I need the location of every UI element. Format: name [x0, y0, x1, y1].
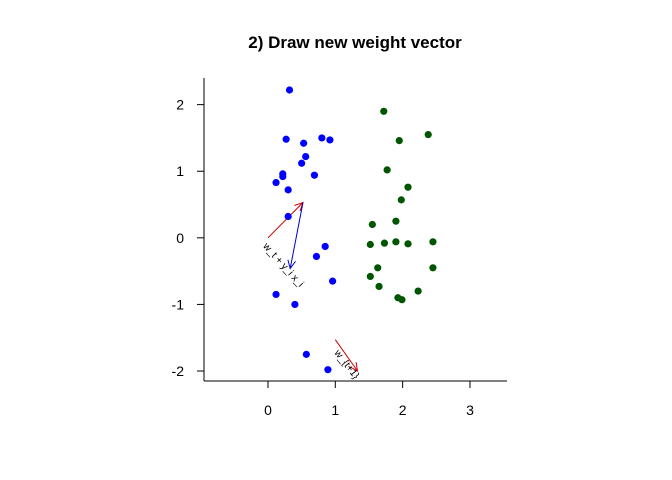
series-1-point — [397, 196, 405, 204]
series-0-point — [298, 159, 306, 167]
y-tick-label: 1 — [176, 163, 184, 179]
series-0-point — [272, 178, 280, 187]
x-tick-label: 1 — [331, 402, 339, 418]
series-1-point — [392, 238, 400, 246]
y-tick-label: -1 — [172, 296, 185, 312]
series-1-point — [395, 136, 403, 145]
series-0-point — [302, 152, 310, 161]
series-0-point — [279, 172, 287, 181]
x-tick-label: 0 — [264, 402, 272, 418]
series-0-point — [324, 366, 332, 374]
series-0-point — [284, 186, 292, 194]
series-0-point — [329, 277, 337, 285]
series-1-point — [368, 220, 376, 229]
series-0-point — [282, 135, 290, 143]
series-0-point — [321, 242, 329, 251]
series-0-point — [300, 139, 308, 147]
series-1-point — [398, 296, 406, 304]
chart-title: 2) Draw new weight vector — [248, 33, 462, 52]
series-0-point — [291, 300, 299, 309]
vector-0 — [267, 201, 304, 239]
series-1-point — [375, 282, 383, 291]
series-0-point — [326, 136, 334, 144]
series-1-point — [380, 239, 389, 247]
x-tick-label: 2 — [399, 402, 407, 418]
vector-arrowhead — [349, 362, 359, 372]
series-0-point — [284, 212, 292, 221]
y-tick-label: 0 — [176, 230, 184, 246]
y-tick-label: -2 — [172, 363, 185, 379]
series-0-point — [318, 134, 326, 142]
series-1-point — [414, 287, 422, 295]
series-1-point — [404, 183, 412, 191]
series-1-point — [383, 166, 391, 174]
vector-2 — [334, 339, 359, 372]
series-0-point — [285, 86, 294, 94]
y-tick-label: 2 — [176, 97, 184, 113]
vector-1 — [287, 202, 304, 270]
series-1-point — [429, 238, 437, 246]
vector-shaft — [289, 202, 304, 269]
series-1-point — [374, 264, 382, 272]
series-1-point — [366, 240, 374, 249]
series-0-point — [302, 350, 310, 358]
vector-shaft — [334, 339, 358, 372]
data-points — [272, 86, 437, 374]
series-1-point — [424, 131, 432, 139]
vector-label: w_t + y_i x_i — [260, 240, 306, 289]
series-1-point — [392, 217, 400, 225]
series-0-point — [310, 171, 319, 179]
series-1-point — [366, 272, 374, 281]
x-tick-label: 3 — [466, 402, 474, 418]
series-0-point — [272, 290, 280, 299]
series-1-point — [380, 107, 388, 115]
axes: 0 1 2 3 -2 -1 0 1 2 — [172, 78, 507, 418]
series-0-point — [312, 252, 321, 261]
series-1-point — [429, 264, 437, 272]
vector-arrowhead — [287, 259, 296, 270]
series-1-point — [404, 240, 412, 248]
vector-shaft — [267, 202, 304, 239]
